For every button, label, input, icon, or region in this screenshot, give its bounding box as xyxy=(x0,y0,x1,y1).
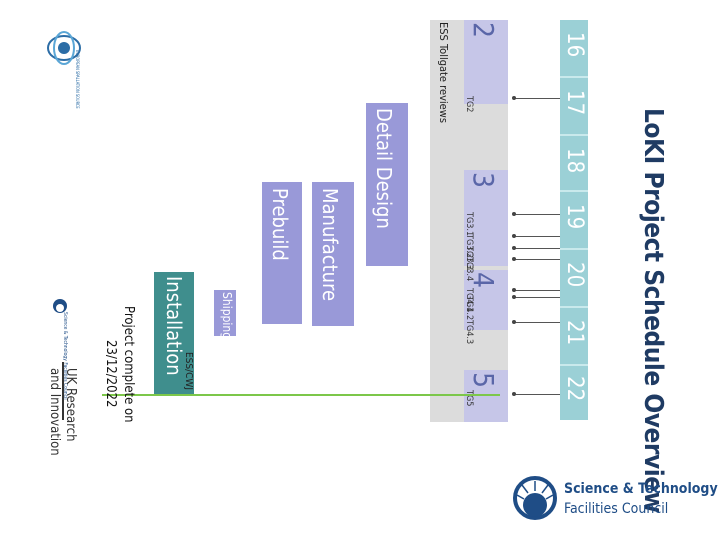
phase-label-prebuild: Prebuild xyxy=(268,188,292,261)
tollgate-label: TG4.3 xyxy=(464,320,474,345)
years-band xyxy=(560,20,588,420)
year-divider xyxy=(560,248,588,250)
year-divider xyxy=(560,364,588,366)
completion-note-line2: 23/12/2022 xyxy=(103,340,118,408)
year-label: 16 xyxy=(562,32,587,58)
tollgate-caption: ESS Tollgate reviews xyxy=(437,22,450,124)
tollgate-connector xyxy=(514,236,560,237)
tollgate-number: 3 xyxy=(467,172,500,189)
tollgate-group-3 xyxy=(464,170,508,266)
year-divider xyxy=(560,306,588,308)
completion-line xyxy=(102,394,500,396)
tollgate-marker xyxy=(512,212,516,216)
tollgate-label: TG4.2 xyxy=(464,296,474,321)
year-divider xyxy=(560,76,588,78)
tollgate-label: TG5 xyxy=(464,390,474,407)
ukri-line2: and Innovation xyxy=(47,368,62,456)
tollgate-group-2 xyxy=(464,20,508,104)
phase-bar-installation xyxy=(154,272,194,394)
year-label: 18 xyxy=(562,148,587,174)
tollgate-connector xyxy=(514,259,560,260)
year-divider xyxy=(560,134,588,136)
tollgate-marker xyxy=(512,234,516,238)
ess-logo xyxy=(40,26,102,80)
tollgate-label: TG3.1 xyxy=(464,212,474,237)
phase-bar-shipping xyxy=(214,290,236,336)
phase-label-detail-design: Detail Design xyxy=(372,108,396,229)
year-label: 22 xyxy=(562,376,587,402)
tollgate-marker xyxy=(512,96,516,100)
ess-logo-text: EUROPEAN SPALLATION SOURCE xyxy=(75,50,80,109)
stfc-name-line2: Facilities Council xyxy=(564,501,669,517)
tollgate-label: TG2 xyxy=(464,96,474,113)
tollgate-group-5 xyxy=(464,370,508,422)
stfc-logo: Science & Technology Facilities Council xyxy=(512,475,718,523)
tollgate-connector xyxy=(514,290,560,291)
tollgate-number: 2 xyxy=(467,22,500,39)
tollgate-marker xyxy=(512,246,516,250)
tollgate-connector xyxy=(514,394,560,395)
phase-sublabel-installation: ESS/CWJ xyxy=(183,352,194,390)
tollgate-marker xyxy=(512,257,516,261)
year-label: 17 xyxy=(562,90,587,116)
completion-note-line1: Project complete on xyxy=(121,306,136,423)
tollgate-marker xyxy=(512,295,516,299)
year-label: 19 xyxy=(562,204,587,230)
ukri-divider xyxy=(62,362,64,420)
tollgate-group-4 xyxy=(464,270,508,330)
council-logo-mark xyxy=(52,298,68,314)
tollgate-connector xyxy=(514,322,560,323)
tollgate-connector xyxy=(514,98,560,99)
tollgate-connector xyxy=(514,214,560,215)
stfc-name-line1: Science & Technology xyxy=(564,481,718,497)
tollgate-label: TG3.4 xyxy=(464,257,474,282)
year-label: 21 xyxy=(562,320,587,346)
phase-bar-detail-design xyxy=(366,103,408,266)
phase-label-shipping: Shipping xyxy=(220,292,234,340)
stfc-emblem-icon xyxy=(513,476,557,520)
phase-label-manufacture: Manufacture xyxy=(318,188,342,302)
tollgate-connector xyxy=(514,297,560,298)
year-divider xyxy=(560,190,588,192)
tollgate-connector xyxy=(514,248,560,249)
phase-bar-manufacture xyxy=(312,182,354,326)
year-label: 20 xyxy=(562,262,587,288)
phase-bar-prebuild xyxy=(262,182,302,324)
tollgate-marker xyxy=(512,288,516,292)
tollgate-marker xyxy=(512,320,516,324)
page-title: LoKI Project Schedule Overview xyxy=(638,108,668,513)
ukri-line1: UK Research xyxy=(63,368,78,442)
tollgate-number: 5 xyxy=(467,372,500,389)
tollgate-marker xyxy=(512,392,516,396)
